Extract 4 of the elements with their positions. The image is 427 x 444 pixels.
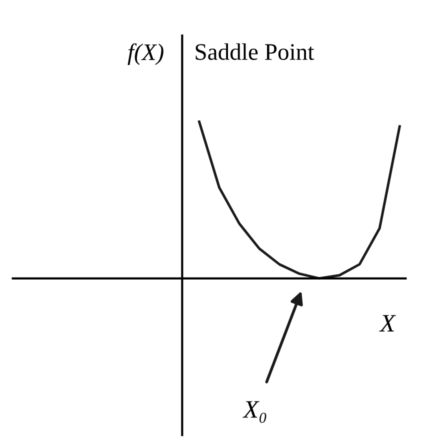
chart-title: Saddle Point (196, 43, 314, 60)
y-axis-title: f(X) (128, 43, 164, 66)
text: X₀ (242, 401, 266, 423)
x-axis-title: X (379, 315, 396, 332)
